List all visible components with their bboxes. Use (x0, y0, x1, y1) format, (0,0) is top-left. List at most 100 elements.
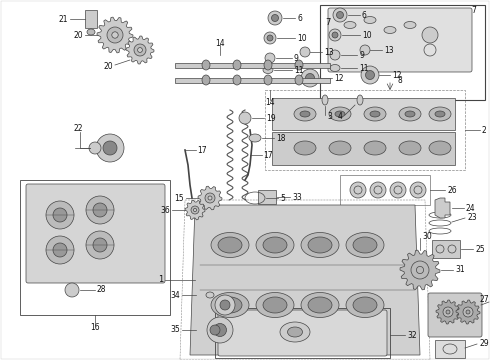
Ellipse shape (429, 107, 451, 121)
Text: 32: 32 (407, 330, 416, 339)
Circle shape (267, 35, 273, 41)
Ellipse shape (295, 60, 303, 70)
Ellipse shape (329, 141, 351, 155)
Circle shape (93, 238, 107, 252)
Circle shape (112, 32, 118, 38)
Text: 26: 26 (447, 185, 457, 194)
Text: 29: 29 (479, 338, 489, 347)
Text: 14: 14 (215, 39, 225, 48)
Ellipse shape (429, 141, 451, 155)
Bar (20, 180, 170, 315)
Circle shape (86, 231, 114, 259)
Ellipse shape (233, 75, 241, 85)
Ellipse shape (399, 107, 421, 121)
Text: 6: 6 (362, 10, 367, 19)
Ellipse shape (344, 22, 356, 28)
Ellipse shape (364, 141, 386, 155)
Circle shape (446, 310, 450, 314)
Bar (175, 63, 330, 68)
Circle shape (300, 47, 310, 57)
Ellipse shape (384, 27, 396, 33)
Ellipse shape (211, 233, 249, 257)
Ellipse shape (264, 60, 272, 70)
Text: 10: 10 (297, 33, 307, 42)
Circle shape (65, 283, 79, 297)
Ellipse shape (308, 237, 332, 253)
Circle shape (329, 29, 341, 41)
Bar (85, 10, 97, 28)
Text: 1: 1 (158, 275, 163, 284)
Ellipse shape (256, 233, 294, 257)
Ellipse shape (87, 29, 95, 35)
Ellipse shape (218, 297, 242, 313)
Ellipse shape (404, 22, 416, 28)
Circle shape (205, 193, 215, 203)
Ellipse shape (202, 75, 210, 85)
Bar (435, 340, 465, 358)
Text: 18: 18 (276, 134, 286, 143)
Ellipse shape (294, 141, 316, 155)
Ellipse shape (330, 64, 340, 72)
Text: 22: 22 (73, 123, 83, 132)
Ellipse shape (322, 95, 328, 105)
Ellipse shape (218, 237, 242, 253)
Text: 3: 3 (327, 112, 332, 121)
Text: 17: 17 (197, 145, 207, 154)
Circle shape (220, 300, 230, 310)
Circle shape (390, 182, 406, 198)
Text: 4: 4 (338, 112, 343, 121)
Circle shape (208, 196, 212, 200)
Ellipse shape (357, 95, 363, 105)
Circle shape (194, 208, 196, 212)
Circle shape (333, 8, 347, 22)
Circle shape (134, 44, 146, 56)
Polygon shape (272, 98, 455, 130)
Circle shape (366, 71, 374, 80)
Bar (320, 5, 485, 100)
Polygon shape (400, 250, 440, 290)
Text: 13: 13 (324, 48, 334, 57)
Text: 27: 27 (479, 296, 489, 305)
Ellipse shape (280, 322, 310, 342)
Ellipse shape (329, 107, 351, 121)
Ellipse shape (295, 75, 303, 85)
Circle shape (411, 261, 429, 279)
Circle shape (463, 307, 473, 317)
Text: 7: 7 (471, 5, 476, 14)
Bar (340, 175, 430, 205)
Circle shape (466, 310, 470, 314)
Ellipse shape (256, 292, 294, 318)
Text: 16: 16 (90, 324, 100, 333)
Ellipse shape (233, 60, 241, 70)
Text: 13: 13 (384, 45, 393, 54)
Ellipse shape (364, 107, 386, 121)
Polygon shape (435, 198, 450, 218)
Bar (215, 308, 390, 358)
Ellipse shape (335, 111, 345, 117)
Circle shape (264, 32, 276, 44)
Text: 20: 20 (103, 62, 113, 71)
Circle shape (268, 11, 282, 25)
Ellipse shape (308, 297, 332, 313)
Text: 6: 6 (297, 14, 302, 23)
Text: 36: 36 (160, 206, 170, 215)
Ellipse shape (353, 237, 377, 253)
Text: 25: 25 (475, 244, 485, 253)
Ellipse shape (301, 233, 339, 257)
Circle shape (103, 141, 117, 155)
Ellipse shape (263, 297, 287, 313)
Text: 15: 15 (174, 194, 184, 202)
Circle shape (443, 307, 453, 317)
Circle shape (265, 53, 275, 63)
Ellipse shape (264, 75, 272, 85)
Polygon shape (198, 186, 222, 210)
Circle shape (408, 258, 432, 282)
Circle shape (138, 48, 143, 53)
Circle shape (210, 325, 220, 335)
Circle shape (422, 27, 438, 43)
Ellipse shape (211, 292, 249, 318)
Text: 14: 14 (265, 98, 275, 107)
Text: 21: 21 (58, 14, 68, 23)
Polygon shape (97, 17, 133, 53)
Circle shape (410, 182, 426, 198)
